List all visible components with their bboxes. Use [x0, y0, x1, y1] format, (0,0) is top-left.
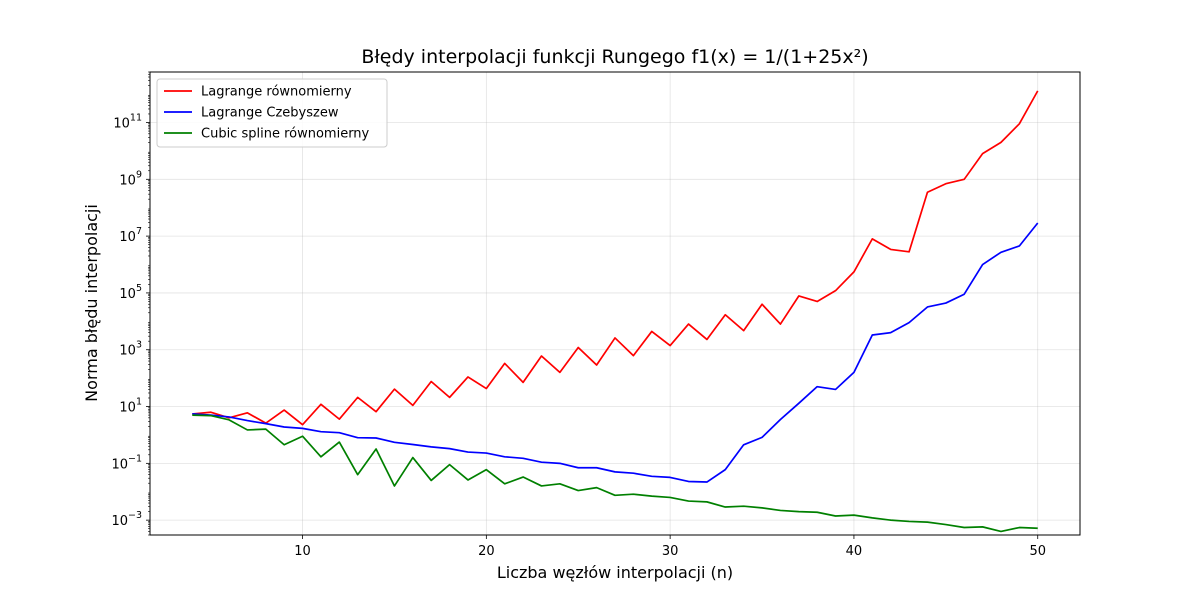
- series-lagrange-czebyszew: [192, 222, 1039, 483]
- plot-frame: [149, 71, 1081, 536]
- x-tick-label: 30: [662, 544, 679, 559]
- legend-label-lagrange-rownomierny: Lagrange równomierny: [201, 85, 352, 100]
- x-tick-label: 40: [846, 544, 863, 559]
- y-axis-label: Norma błędu interpolacji: [82, 204, 101, 402]
- series-cubic-spline-rownomierny: [192, 414, 1038, 533]
- x-tick-label: 10: [294, 544, 311, 559]
- x-axis-ticks: 10 20 30 40 50: [294, 535, 1046, 559]
- legend: Lagrange równomierny Lagrange Czebyszew …: [156, 78, 388, 148]
- x-tick-label: 20: [478, 544, 495, 559]
- y-tick-label: 101: [119, 397, 142, 416]
- x-axis-label: Liczba węzłów interpolacji (n): [497, 563, 733, 582]
- legend-box: [156, 78, 388, 148]
- y-tick-label: 103: [119, 340, 142, 359]
- grid: [150, 72, 1080, 535]
- y-tick-label: 1011: [113, 113, 142, 132]
- chart-title: Błędy interpolacji funkcji Rungego f1(x)…: [361, 46, 868, 68]
- series-lines: [192, 90, 1039, 533]
- legend-label-cubic-spline: Cubic spline równomierny: [201, 127, 370, 142]
- y-tick-label: 105: [119, 283, 142, 302]
- series-lagrange-rownomierny: [192, 90, 1039, 426]
- y-minor-ticks: [148, 71, 150, 536]
- y-tick-label: 107: [119, 226, 142, 245]
- y-tick-label: 10−1: [111, 453, 142, 472]
- y-tick-label: 10−3: [111, 510, 142, 529]
- y-tick-label: 109: [119, 169, 142, 188]
- y-axis-ticks: 10−3 10−1 101 103 105 107 109 1011: [111, 71, 150, 536]
- legend-label-lagrange-czebyszew: Lagrange Czebyszew: [201, 106, 339, 121]
- x-tick-label: 50: [1029, 544, 1046, 559]
